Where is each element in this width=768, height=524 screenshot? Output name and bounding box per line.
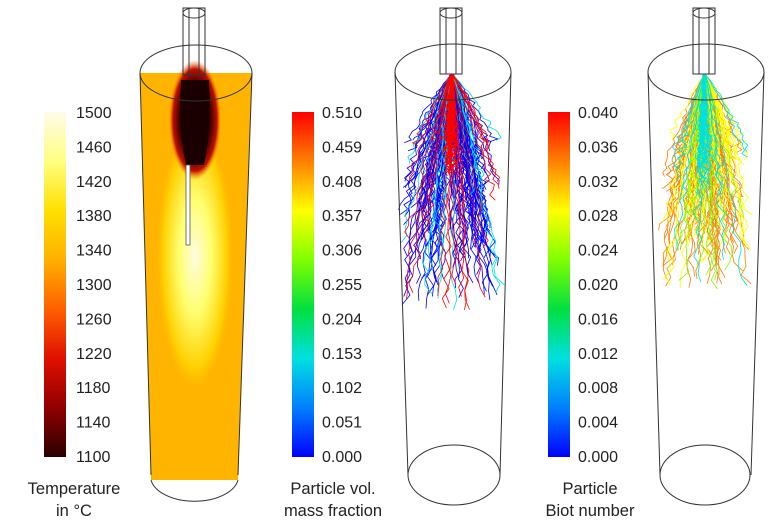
temperature-colorbar — [44, 112, 66, 457]
particle-track — [404, 74, 451, 240]
furnace-outline — [394, 7, 512, 506]
particle-track — [449, 74, 489, 248]
particle-track — [705, 74, 725, 188]
particle-track — [452, 74, 475, 197]
colorbar-tick-label: 1500 — [76, 105, 112, 122]
colorbar-tick-label: 1300 — [76, 277, 112, 294]
particle-track — [450, 74, 505, 286]
particle-track — [451, 74, 490, 144]
particle-track — [702, 74, 751, 250]
particle-track — [450, 74, 480, 284]
colorbar-tick-label: 0.153 — [322, 346, 362, 363]
particle-track — [682, 74, 707, 202]
particle-track — [411, 74, 452, 147]
colorbar-tick-label: 1380 — [76, 208, 112, 225]
mass-fraction-caption-line2: mass fraction — [284, 502, 382, 520]
particle-track — [408, 74, 454, 182]
particle-track — [703, 74, 714, 164]
particle-track — [703, 74, 745, 166]
colorbar-tick-label: 0.408 — [322, 174, 362, 191]
colorbar-tick-label: 0.008 — [578, 380, 618, 397]
furnace-outline — [139, 7, 253, 502]
colorbar-tick-label: 0.020 — [578, 277, 618, 294]
colorbar-tick-label: 0.510 — [322, 105, 362, 122]
particle-tracks-biot — [658, 74, 753, 290]
particle-tracks-mass-fraction — [398, 74, 505, 310]
particle-track — [453, 74, 501, 294]
colorbar-tick-label: 0.459 — [322, 139, 362, 156]
particle-track — [449, 74, 486, 298]
colorbar-tick-label: 0.204 — [322, 311, 362, 328]
biot-caption-line2: Biot number — [546, 502, 635, 520]
colorbar-tick-label: 0.036 — [578, 139, 618, 156]
colorbar-tick-label: 0.032 — [578, 174, 618, 191]
colorbar-tick-label: 0.255 — [322, 277, 362, 294]
particle-track — [427, 74, 452, 296]
particle-track — [702, 74, 714, 142]
colorbar-tick-label: 1420 — [76, 174, 112, 191]
particle-track — [403, 74, 453, 217]
particle-track — [452, 74, 499, 143]
particle-track — [400, 74, 453, 243]
particle-track — [697, 74, 706, 143]
particle-track — [697, 74, 707, 153]
particle-track — [452, 74, 502, 141]
temperature-panel: 1500 1460 1420 1380 1340 1300 1260 1220 1180 1140… — [28, 7, 253, 520]
particle-track — [422, 74, 452, 273]
colorbar-tick-label: 0.012 — [578, 346, 618, 363]
biot-caption-line1: Particle — [562, 480, 617, 498]
particle-track — [703, 74, 714, 151]
colorbar-tick-label: 1260 — [76, 311, 112, 328]
mass-fraction-panel: 0.510 0.459 0.408 0.357 0.306 0.255 0.204 0.153… — [284, 7, 512, 520]
mass-fraction-colorbar — [292, 112, 314, 457]
particle-track — [404, 74, 452, 144]
furnace-temperature-field — [140, 60, 252, 480]
temperature-caption-line2: in °C — [56, 502, 92, 520]
particle-track — [703, 74, 749, 152]
particle-track — [685, 74, 704, 152]
colorbar-tick-label: 0.000 — [578, 449, 618, 466]
colorbar-tick-label: 0.024 — [578, 243, 618, 260]
particle-track — [704, 74, 748, 158]
colorbar-tick-label: 0.000 — [322, 449, 362, 466]
temperature-colorbar-ticks: 1500 1460 1420 1380 1340 1300 1260 1220 1180 1140… — [76, 105, 112, 466]
particle-track — [673, 74, 704, 170]
particle-track — [703, 74, 741, 161]
particle-track — [406, 74, 453, 300]
particle-track — [450, 74, 460, 155]
biot-colorbar — [548, 112, 570, 457]
mass-fraction-caption-line1: Particle vol. — [290, 480, 375, 498]
colorbar-tick-label: 0.051 — [322, 415, 362, 432]
temperature-caption-line1: Temperature — [28, 480, 121, 498]
colorbar-tick-label: 1100 — [76, 449, 111, 466]
particle-track — [441, 74, 453, 158]
mass-fraction-colorbar-ticks: 0.510 0.459 0.408 0.357 0.306 0.255 0.204 0.153… — [322, 105, 362, 466]
particle-track — [704, 74, 719, 280]
colorbar-tick-label: 1220 — [76, 346, 112, 363]
furnace-outline — [647, 7, 765, 506]
particle-track — [704, 74, 748, 287]
colorbar-tick-label: 0.016 — [578, 311, 618, 328]
colorbar-tick-label: 1140 — [76, 415, 111, 432]
colorbar-tick-label: 0.004 — [578, 415, 618, 432]
colorbar-tick-label: 0.306 — [322, 243, 362, 260]
colorbar-tick-label: 1340 — [76, 243, 112, 260]
particle-track — [665, 74, 704, 286]
particle-track — [679, 74, 707, 289]
biot-colorbar-ticks: 0.040 0.036 0.032 0.028 0.024 0.020 0.016 0.012… — [578, 105, 618, 466]
particle-track — [704, 74, 744, 218]
biot-number-panel: 0.040 0.036 0.032 0.028 0.024 0.020 0.016 0.012… — [546, 7, 765, 520]
colorbar-tick-label: 0.040 — [578, 105, 618, 122]
particle-track — [450, 74, 496, 201]
colorbar-tick-label: 1180 — [76, 380, 111, 397]
colorbar-tick-label: 1460 — [76, 139, 112, 156]
colorbar-tick-label: 0.102 — [322, 380, 362, 397]
particle-track — [669, 74, 704, 141]
colorbar-tick-label: 0.357 — [322, 208, 362, 225]
particle-track — [450, 74, 470, 310]
colorbar-tick-label: 0.028 — [578, 208, 618, 225]
